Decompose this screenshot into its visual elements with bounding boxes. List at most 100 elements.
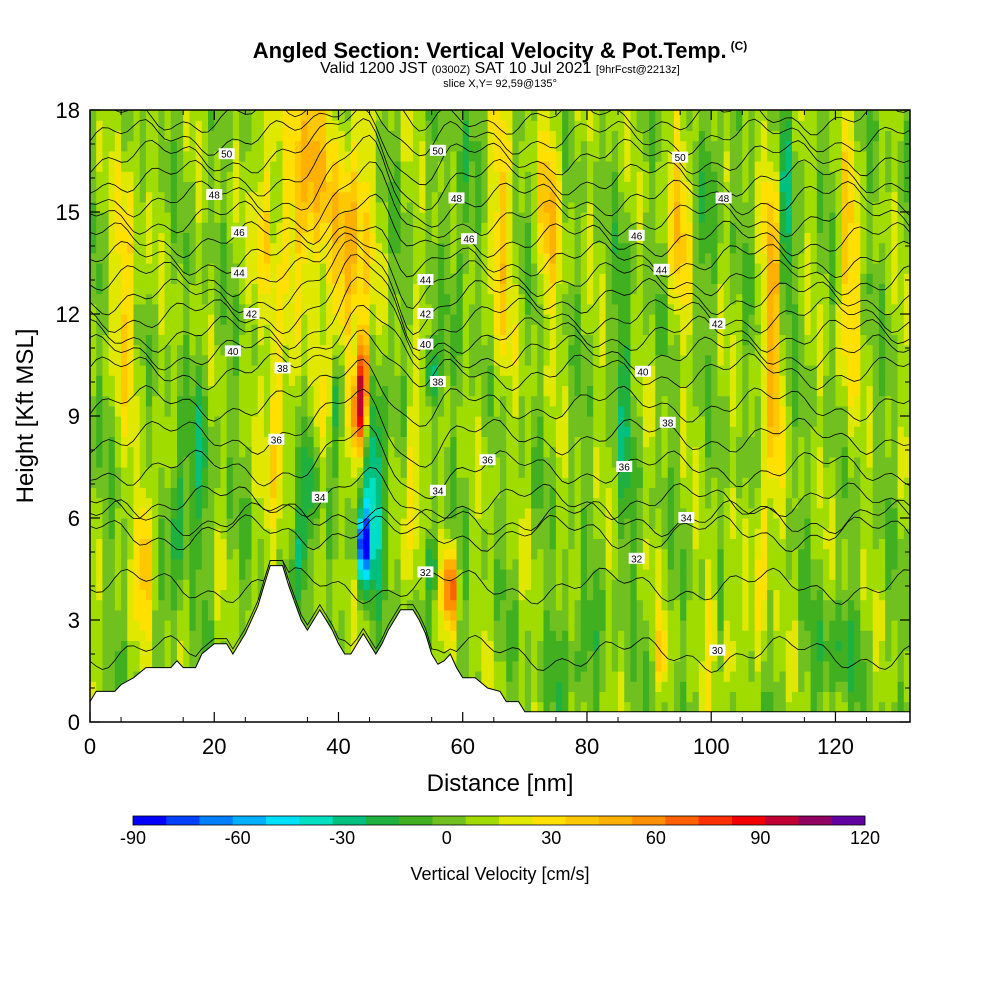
velocity-cell <box>431 569 439 580</box>
velocity-cell <box>891 650 899 662</box>
velocity-cell <box>854 671 861 682</box>
velocity-cell <box>885 324 892 335</box>
velocity-cell <box>810 701 818 713</box>
velocity-cell <box>90 497 97 509</box>
velocity-cell <box>462 589 470 601</box>
velocity-cell <box>189 558 197 570</box>
velocity-cell <box>854 385 861 397</box>
velocity-cell <box>406 538 414 550</box>
velocity-cell <box>903 375 910 386</box>
velocity-cell <box>338 579 346 590</box>
velocity-cell <box>388 477 395 488</box>
velocity-cell <box>524 324 532 335</box>
velocity-cell <box>375 620 383 631</box>
velocity-cell <box>860 395 868 407</box>
velocity-cell <box>170 538 178 550</box>
velocity-cell <box>524 456 532 468</box>
velocity-cell <box>798 620 805 631</box>
velocity-cell <box>568 324 576 335</box>
velocity-cell <box>388 569 395 580</box>
velocity-cell <box>829 477 837 488</box>
velocity-cell <box>102 324 110 335</box>
velocity-cell <box>487 640 495 652</box>
velocity-cell <box>108 303 116 315</box>
velocity-cell <box>456 538 464 550</box>
velocity-cell <box>667 405 675 417</box>
velocity-cell <box>680 691 687 703</box>
velocity-cell <box>201 507 209 519</box>
velocity-cell <box>754 691 762 703</box>
velocity-cell <box>543 497 551 509</box>
velocity-cell <box>866 558 874 570</box>
velocity-cell <box>524 599 532 611</box>
velocity-cell <box>183 589 190 601</box>
velocity-cell <box>475 599 482 611</box>
velocity-cell <box>624 375 632 386</box>
velocity-cell <box>686 660 694 672</box>
velocity-cell <box>754 609 762 621</box>
velocity-cell <box>611 334 619 346</box>
velocity-cell <box>170 579 178 590</box>
velocity-cell <box>903 405 910 417</box>
velocity-cell <box>885 528 892 539</box>
velocity-cell <box>152 599 159 611</box>
velocity-cell <box>419 365 427 376</box>
velocity-cell <box>257 467 265 478</box>
velocity-cell <box>630 681 638 692</box>
velocity-cell <box>127 630 135 641</box>
velocity-cell <box>406 334 414 346</box>
velocity-cell <box>307 416 315 427</box>
velocity-cell <box>860 589 868 601</box>
velocity-cell <box>444 303 451 315</box>
velocity-cell <box>804 405 812 417</box>
velocity-cell <box>611 528 619 539</box>
velocity-cell <box>903 660 910 672</box>
velocity-cell <box>201 620 209 631</box>
velocity-cell <box>630 385 638 397</box>
velocity-cell <box>630 467 638 478</box>
velocity-cell <box>214 599 222 611</box>
velocity-cell <box>127 518 135 529</box>
velocity-cell <box>742 599 750 611</box>
velocity-cell <box>618 344 625 356</box>
velocity-cell <box>593 456 600 468</box>
velocity-cell <box>164 467 172 478</box>
velocity-cell <box>487 650 495 662</box>
velocity-cell <box>543 446 551 458</box>
velocity-cell <box>462 640 470 652</box>
velocity-cell <box>90 548 97 560</box>
velocity-cell <box>493 477 501 488</box>
velocity-cell <box>493 467 501 478</box>
velocity-cell <box>835 548 843 560</box>
velocity-cell <box>897 405 905 417</box>
velocity-cell <box>226 589 234 601</box>
velocity-cell <box>431 446 439 458</box>
velocity-cell <box>531 354 538 366</box>
velocity-cell <box>444 579 451 590</box>
velocity-cell <box>866 528 874 539</box>
velocity-cell <box>158 487 166 499</box>
velocity-cell <box>555 518 563 529</box>
velocity-cell <box>866 334 874 346</box>
velocity-cell <box>630 395 638 407</box>
velocity-cell <box>413 528 420 539</box>
velocity-cell <box>444 334 451 346</box>
velocity-cell <box>872 589 880 601</box>
velocity-cell <box>456 446 464 458</box>
velocity-cell <box>636 324 644 335</box>
velocity-cell <box>288 385 296 397</box>
velocity-cell <box>326 385 333 397</box>
velocity-cell <box>748 365 756 376</box>
velocity-cell <box>189 293 197 305</box>
velocity-cell <box>835 640 843 652</box>
velocity-cell <box>748 324 756 335</box>
velocity-cell <box>611 467 619 478</box>
velocity-cell <box>748 579 756 590</box>
velocity-cell <box>152 354 159 366</box>
velocity-cell <box>829 395 837 407</box>
velocity-cell <box>183 334 190 346</box>
velocity-cell <box>239 548 246 560</box>
velocity-cell <box>425 405 433 417</box>
velocity-cell <box>381 589 389 601</box>
velocity-cell <box>729 599 737 611</box>
